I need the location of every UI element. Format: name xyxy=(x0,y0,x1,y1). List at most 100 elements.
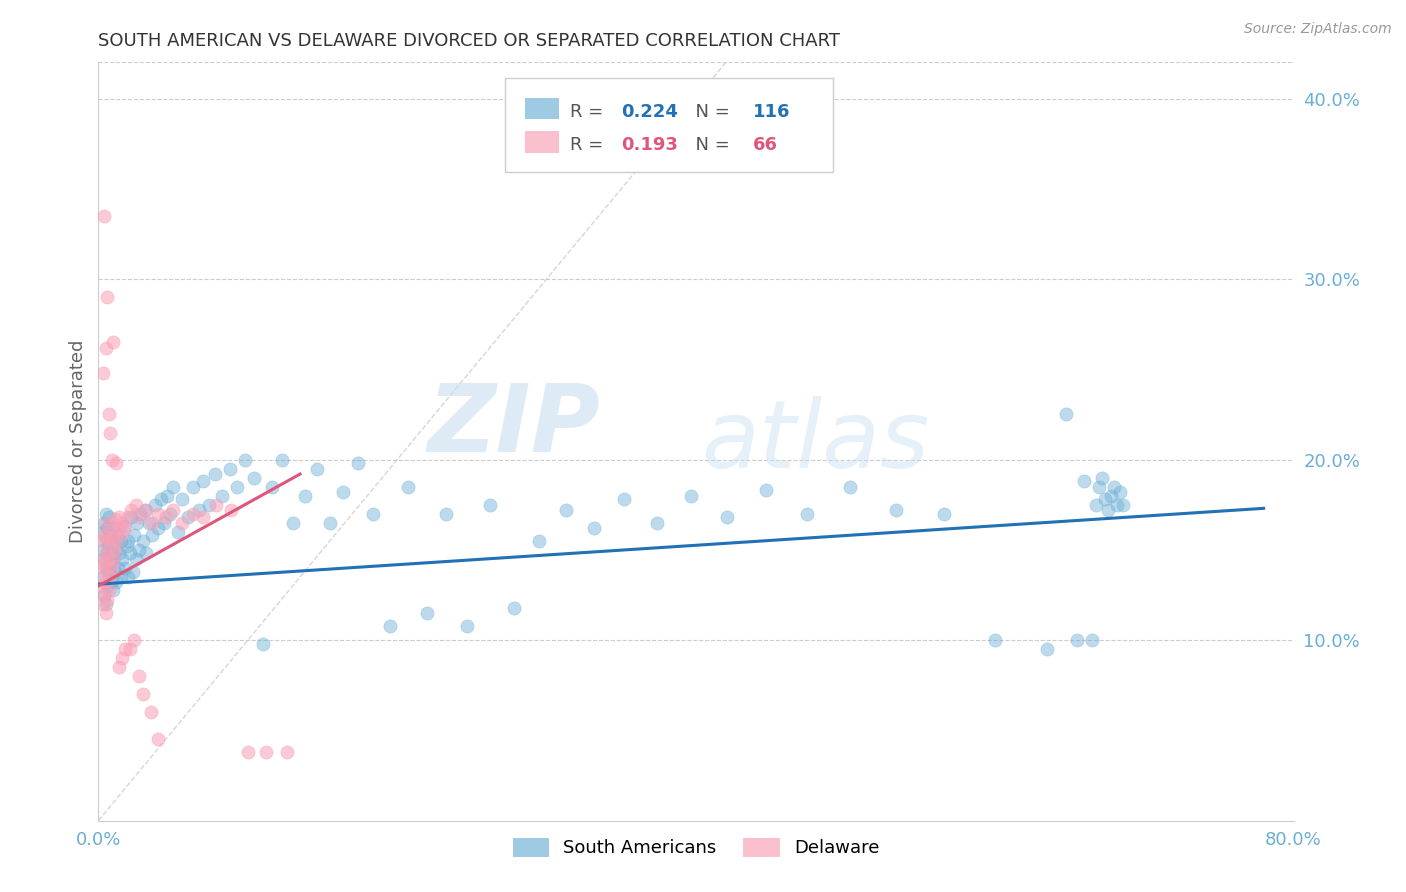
Point xyxy=(191,510,214,524)
Point xyxy=(94,546,117,560)
Point xyxy=(97,510,120,524)
Point xyxy=(132,533,155,548)
Point xyxy=(98,570,122,584)
Text: N =: N = xyxy=(685,136,735,154)
Point xyxy=(838,480,860,494)
Text: ZIP: ZIP xyxy=(427,380,600,473)
Point xyxy=(98,539,122,553)
Point xyxy=(93,558,115,572)
Point xyxy=(613,492,636,507)
Point xyxy=(254,745,277,759)
Point xyxy=(436,507,458,521)
Point xyxy=(124,528,146,542)
Point xyxy=(187,503,209,517)
Point xyxy=(984,633,1007,648)
Point xyxy=(127,516,149,530)
Point xyxy=(91,542,114,557)
Point xyxy=(527,533,550,548)
Point xyxy=(276,745,298,759)
Point xyxy=(97,565,120,579)
Point xyxy=(94,341,117,355)
Point xyxy=(129,507,152,521)
Point xyxy=(108,510,131,524)
Text: 0.224: 0.224 xyxy=(620,103,678,120)
Point xyxy=(101,452,124,467)
Point xyxy=(93,588,115,602)
Point xyxy=(97,552,120,566)
Point xyxy=(252,637,274,651)
Point xyxy=(205,498,228,512)
Point xyxy=(755,483,778,498)
Point xyxy=(181,507,204,521)
Point xyxy=(94,533,117,548)
Point xyxy=(143,498,166,512)
Point xyxy=(211,489,233,503)
Point xyxy=(120,510,142,524)
Point xyxy=(129,510,152,524)
Point xyxy=(1056,408,1078,422)
Text: Source: ZipAtlas.com: Source: ZipAtlas.com xyxy=(1244,22,1392,37)
Point xyxy=(91,524,114,539)
Point xyxy=(1066,633,1088,648)
Point xyxy=(103,335,125,350)
Point xyxy=(93,209,115,223)
Point xyxy=(101,561,124,575)
Point xyxy=(932,507,955,521)
Point xyxy=(105,575,128,590)
Point xyxy=(555,503,578,517)
Point xyxy=(94,597,117,611)
Point xyxy=(456,618,478,632)
Point xyxy=(319,516,342,530)
Point xyxy=(93,516,115,530)
Point xyxy=(347,456,370,470)
Point xyxy=(117,510,139,524)
Legend: South Americans, Delaware: South Americans, Delaware xyxy=(505,830,887,864)
Point xyxy=(148,732,170,747)
Point xyxy=(332,485,354,500)
Point xyxy=(191,475,214,489)
Text: SOUTH AMERICAN VS DELAWARE DIVORCED OR SEPARATED CORRELATION CHART: SOUTH AMERICAN VS DELAWARE DIVORCED OR S… xyxy=(98,32,841,50)
Point xyxy=(93,588,115,602)
Point xyxy=(103,582,125,597)
Point xyxy=(94,561,117,575)
Point xyxy=(305,461,328,475)
Point xyxy=(159,507,181,521)
Y-axis label: Divorced or Separated: Divorced or Separated xyxy=(69,340,87,543)
Point xyxy=(111,651,134,665)
Point xyxy=(105,542,128,557)
Point xyxy=(90,579,112,593)
Point xyxy=(281,516,304,530)
Point xyxy=(91,565,114,579)
Point xyxy=(645,516,668,530)
Point xyxy=(204,467,226,481)
Point xyxy=(1094,492,1116,507)
Point xyxy=(97,582,120,597)
Point xyxy=(91,366,114,380)
Point xyxy=(416,606,439,620)
Point xyxy=(94,575,117,590)
Point xyxy=(114,521,136,535)
Bar xyxy=(524,98,558,120)
Point xyxy=(98,556,122,570)
Point xyxy=(378,618,401,632)
Point xyxy=(162,480,184,494)
Point xyxy=(114,561,136,575)
Point xyxy=(96,561,118,575)
Point xyxy=(110,533,132,548)
Point xyxy=(91,570,114,584)
Point xyxy=(97,537,120,551)
Text: atlas: atlas xyxy=(702,396,929,487)
Point xyxy=(96,521,118,535)
Point xyxy=(104,565,127,579)
Point xyxy=(101,530,124,544)
Point xyxy=(150,492,173,507)
Point xyxy=(502,600,524,615)
Point xyxy=(1085,498,1108,512)
Point xyxy=(172,516,194,530)
Point xyxy=(114,642,136,657)
Point xyxy=(91,597,114,611)
Point xyxy=(128,542,150,557)
Point xyxy=(118,546,141,560)
Point xyxy=(107,521,129,535)
Point xyxy=(148,507,170,521)
